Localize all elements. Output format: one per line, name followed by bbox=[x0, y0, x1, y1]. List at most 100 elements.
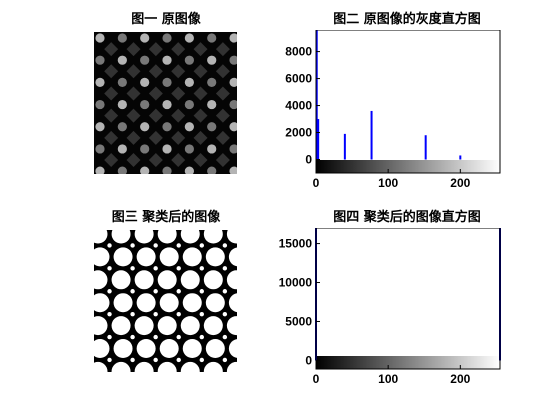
image-diamond bbox=[104, 108, 119, 123]
image-dot bbox=[95, 77, 105, 87]
image-diamond bbox=[171, 64, 186, 79]
image-speck bbox=[199, 289, 204, 294]
image-dot bbox=[95, 122, 105, 132]
title-clustered-histogram: 图四 聚类后的图像直方图 bbox=[333, 210, 481, 225]
image-dot bbox=[205, 339, 225, 359]
y-tick-label: 4000 bbox=[285, 99, 312, 113]
original-histogram-plot: 0 2000 4000 6000 8000 0 100 200 bbox=[285, 30, 501, 190]
x-tick-label: 0 bbox=[313, 372, 320, 386]
image-diamond bbox=[193, 153, 208, 168]
image-diamond bbox=[171, 153, 186, 168]
histogram-bar bbox=[343, 133, 346, 160]
image-dot bbox=[184, 144, 194, 154]
image-speck bbox=[153, 266, 158, 271]
image-dot bbox=[95, 33, 105, 43]
image-speck bbox=[130, 311, 135, 317]
image-speck bbox=[176, 266, 181, 271]
image-speck bbox=[222, 289, 228, 294]
histogram-bar bbox=[317, 119, 320, 160]
image-speck bbox=[153, 311, 158, 317]
axes-box bbox=[315, 30, 501, 174]
image-dot bbox=[162, 122, 172, 132]
image-diamond bbox=[193, 86, 208, 101]
image-diamond bbox=[193, 108, 208, 123]
image-dot bbox=[162, 166, 172, 174]
image-speck bbox=[199, 243, 204, 248]
y-tick-label: 2000 bbox=[285, 126, 312, 140]
clustered-image bbox=[94, 230, 237, 372]
image-diamond bbox=[104, 64, 119, 79]
image-dot bbox=[134, 270, 154, 290]
image-dot bbox=[162, 55, 172, 65]
image-dot bbox=[207, 77, 217, 87]
image-dot bbox=[226, 270, 237, 290]
image-dot bbox=[111, 316, 131, 336]
image-dot bbox=[136, 293, 156, 313]
image-dot bbox=[228, 339, 237, 358]
histogram-bar bbox=[370, 110, 373, 160]
x-tick-label: 200 bbox=[450, 372, 470, 386]
image-dot bbox=[229, 144, 237, 154]
image-diamond bbox=[193, 130, 208, 145]
image-dot bbox=[117, 33, 127, 43]
image-dot bbox=[140, 77, 150, 87]
image-dot bbox=[180, 316, 200, 336]
clustered-histogram-plot: 0 5000 10000 15000 0 100 200 bbox=[279, 228, 501, 386]
image-diamond bbox=[104, 153, 119, 168]
y-tick-label: 6000 bbox=[285, 72, 312, 86]
image-speck bbox=[153, 243, 158, 248]
image-diamond bbox=[171, 42, 186, 57]
image-dot bbox=[113, 339, 133, 359]
image-diamond bbox=[126, 86, 141, 101]
image-diamond bbox=[215, 64, 230, 79]
original-image bbox=[94, 32, 237, 174]
image-dot bbox=[140, 166, 150, 174]
image-dot bbox=[184, 122, 194, 132]
image-diamond bbox=[215, 42, 230, 57]
image-dot bbox=[117, 122, 127, 132]
image-dot bbox=[228, 293, 237, 313]
image-speck bbox=[222, 266, 228, 271]
image-diamond bbox=[215, 153, 230, 168]
image-dot bbox=[140, 33, 150, 43]
image-dot bbox=[203, 230, 223, 244]
image-dot bbox=[134, 230, 154, 244]
image-diamond bbox=[126, 108, 141, 123]
image-dot bbox=[182, 339, 202, 359]
image-diamond bbox=[193, 64, 208, 79]
image-dot bbox=[207, 122, 217, 132]
y-tick-label: 5000 bbox=[285, 314, 312, 328]
image-dot bbox=[203, 270, 223, 290]
axes-box bbox=[315, 228, 501, 370]
image-dot bbox=[229, 99, 237, 110]
image-dot bbox=[226, 230, 237, 244]
image-dot bbox=[207, 99, 217, 110]
image-dot bbox=[117, 99, 127, 110]
image-diamond bbox=[148, 86, 163, 101]
image-dot bbox=[157, 361, 177, 372]
x-tick-label: 100 bbox=[378, 372, 398, 386]
image-speck bbox=[176, 334, 181, 340]
image-dot bbox=[113, 247, 133, 267]
image-dot bbox=[94, 316, 108, 336]
image-dot bbox=[134, 316, 154, 336]
image-dot bbox=[94, 293, 110, 313]
image-speck bbox=[153, 289, 158, 294]
image-speck bbox=[199, 266, 204, 271]
image-diamond bbox=[193, 42, 208, 57]
image-dot bbox=[94, 361, 108, 372]
image-dot bbox=[229, 166, 237, 174]
image-dot bbox=[162, 77, 172, 87]
image-dot bbox=[162, 144, 172, 154]
x-tick-label: 200 bbox=[450, 176, 470, 190]
image-dot bbox=[111, 230, 131, 244]
image-dot bbox=[207, 55, 217, 65]
image-dot bbox=[162, 33, 172, 43]
image-diamond bbox=[104, 42, 119, 57]
image-dot bbox=[182, 247, 202, 267]
image-speck bbox=[176, 289, 181, 294]
image-dot bbox=[157, 316, 177, 336]
image-dot bbox=[205, 247, 225, 267]
image-dot bbox=[94, 339, 110, 359]
